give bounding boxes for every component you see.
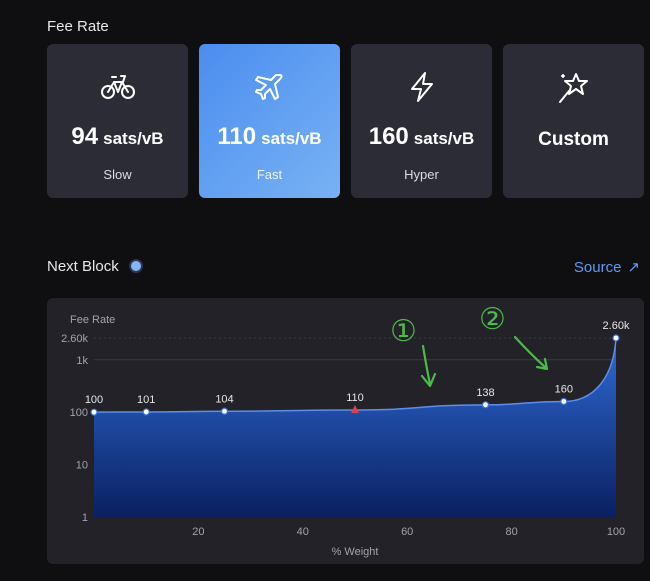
annotation-arrowhead (535, 357, 549, 371)
y-tick-label: 1k (76, 355, 88, 367)
fee-unit: sats/vB (413, 129, 475, 148)
bicycle-icon (98, 71, 138, 103)
annotation-arrow (421, 344, 432, 386)
data-point (612, 334, 620, 342)
annotation-arrowhead (420, 372, 437, 388)
external-link-icon: ↗ (627, 259, 640, 276)
fee-option-label: Hyper (404, 167, 439, 182)
fee-rate-title: Fee Rate (47, 18, 109, 35)
data-label: 138 (476, 387, 494, 399)
x-axis-label: % Weight (332, 546, 379, 558)
x-tick-label: 40 (297, 526, 309, 538)
data-label: 110 (346, 392, 364, 404)
fee-distribution-chart: Fee Rate 1 10 100 1k 2.60k 20 40 60 80 100% Weight… (47, 298, 644, 564)
data-label: 104 (215, 393, 233, 405)
data-label: 160 (555, 383, 573, 395)
next-block-header: Next Block Source ↗ (47, 258, 640, 278)
data-point (481, 401, 490, 409)
annotation-arrow (513, 335, 548, 370)
fee-unit: sats/vB (103, 129, 164, 148)
magic-star-icon (554, 71, 594, 103)
fee-value: 94 (71, 123, 99, 150)
y-tick-label: 10 (76, 460, 88, 472)
data-point-current (351, 404, 359, 413)
fee-option-label: Fast (256, 167, 283, 182)
y-tick-label: 100 (70, 407, 88, 419)
x-tick-label: 60 (401, 526, 413, 538)
x-tick-label: 100 (607, 526, 625, 538)
source-link[interactable]: Source ↗ (574, 258, 640, 276)
next-block-title: Next Block (47, 258, 119, 275)
fee-option-fast[interactable]: 110 sats/vB Fast (199, 44, 340, 198)
y-tick-label: 1 (82, 512, 88, 524)
fee-option-slow[interactable]: 94 sats/vB Slow (47, 44, 188, 198)
data-point (90, 408, 98, 416)
y-tick-label: 2.60k (61, 333, 88, 345)
annotation-marker: ① (390, 314, 417, 349)
data-point (220, 407, 229, 415)
x-tick-label: 20 (192, 526, 204, 538)
fee-value: 160 (368, 123, 409, 150)
fee-unit: sats/vB (261, 129, 322, 148)
fee-option-hyper[interactable]: 160 sats/vB Hyper (351, 44, 492, 198)
data-label: 100 (85, 394, 103, 406)
data-point (142, 408, 150, 416)
source-label: Source (573, 259, 622, 276)
fee-option-custom[interactable]: Custom (503, 44, 644, 198)
lightning-icon (402, 71, 442, 103)
x-tick-label: 80 (505, 526, 517, 538)
data-label: 101 (137, 394, 155, 406)
fee-rate-options: 94 sats/vB Slow 110 sats/vB Fast 160 sats/v… (47, 44, 644, 198)
series-area (94, 338, 616, 517)
fee-option-label: Custom (538, 129, 609, 150)
fee-option-label: Slow (103, 167, 132, 182)
y-axis-label: Fee Rate (70, 314, 115, 326)
annotation-marker: ② (479, 302, 506, 337)
fee-value: 110 (217, 123, 257, 150)
data-point (560, 397, 568, 406)
status-dot-icon (131, 261, 141, 271)
airplane-icon (250, 71, 290, 103)
data-label: 2.60k (603, 320, 630, 332)
